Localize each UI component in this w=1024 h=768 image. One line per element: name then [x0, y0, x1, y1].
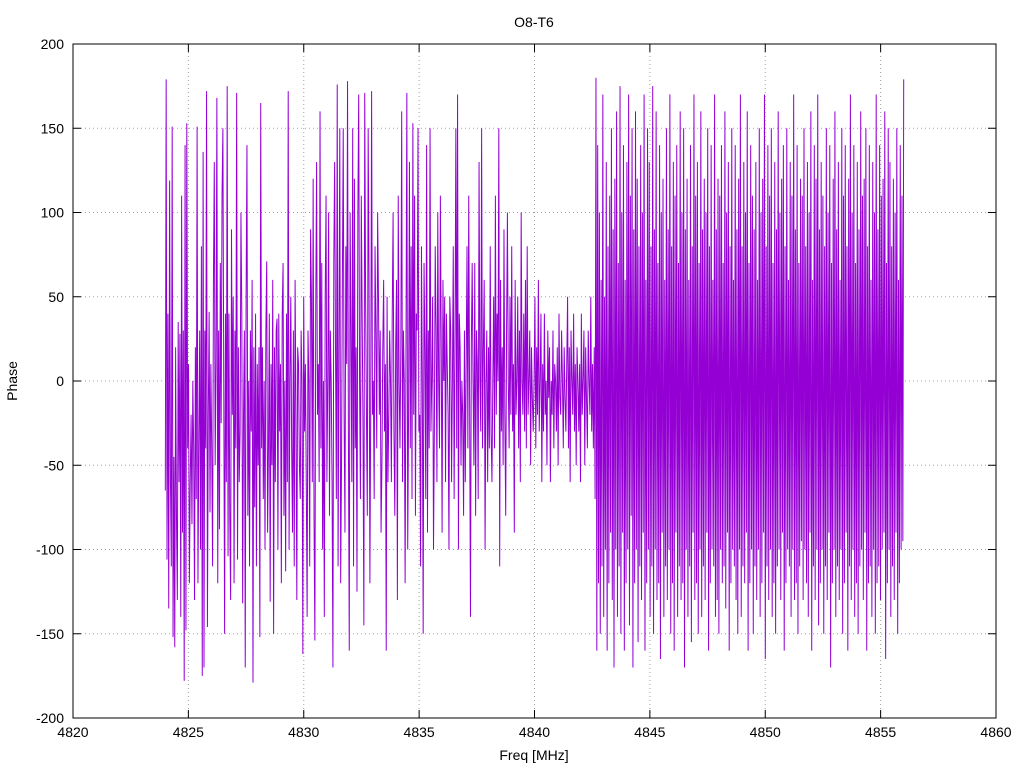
chart-title: O8-T6: [514, 14, 554, 30]
y-axis-label: Phase: [4, 361, 20, 401]
x-tick-label: 4820: [57, 724, 88, 740]
x-tick-label: 4845: [634, 724, 665, 740]
x-tick-label: 4825: [173, 724, 204, 740]
x-tick-label: 4835: [404, 724, 435, 740]
y-tick-label: -150: [36, 626, 64, 642]
x-tick-label: 4850: [750, 724, 781, 740]
y-tick-label: 0: [56, 373, 64, 389]
x-tick-label: 4855: [865, 724, 896, 740]
y-tick-label: -100: [36, 542, 64, 558]
y-tick-label: 100: [41, 205, 65, 221]
y-tick-label: -200: [36, 710, 64, 726]
y-tick-label: -50: [44, 457, 64, 473]
phase-series-line: [164, 77, 905, 683]
x-tick-label: 4860: [980, 724, 1011, 740]
x-tick-label: 4840: [519, 724, 550, 740]
series-layer: [164, 77, 905, 683]
x-axis-label: Freq [MHz]: [499, 747, 568, 763]
y-tick-label: 150: [41, 120, 65, 136]
x-tick-label: 4830: [288, 724, 319, 740]
y-tick-label: 50: [48, 289, 64, 305]
y-tick-label: 200: [41, 36, 65, 52]
tick-layer: 4820 4825 4830 4835 4840 4845 4850 4855 4860 -200…: [36, 36, 1012, 740]
